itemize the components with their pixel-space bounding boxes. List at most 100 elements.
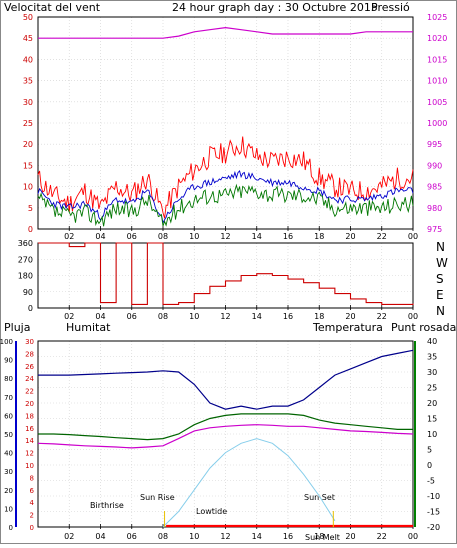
gust-line <box>37 136 414 219</box>
direction-y-tick-label: 270 <box>18 255 33 264</box>
humid-xtick-label: 02 <box>64 532 74 541</box>
temperature-line <box>38 413 413 441</box>
wind-y-tick-label: 5 <box>28 204 33 213</box>
pressure-label: Pressió <box>371 1 410 14</box>
temperature-y-tick-label: 30 <box>427 368 437 377</box>
pressure-y-tick-label: 990 <box>427 161 442 170</box>
rain-label: Pluja <box>4 321 30 334</box>
dir-xtick-label: 18 <box>314 312 324 321</box>
dir-xtick-label: 08 <box>158 312 168 321</box>
humid-xtick-label: 00 <box>408 532 418 541</box>
wind-xtick-label: 02 <box>64 232 74 241</box>
pressure-y-tick-label: 995 <box>427 140 442 149</box>
direction-letter-n-bottom: N <box>436 304 445 318</box>
wind-xtick-label: 14 <box>252 232 262 241</box>
rain-y-tick-label: 30 <box>4 468 13 476</box>
direction-letter-n-top: N <box>436 240 445 254</box>
wind-y-tick-label: 45 <box>23 34 33 43</box>
humidity-y-tick-label: 0 <box>30 524 34 532</box>
dewpoint-label: Punt rosada <box>391 321 456 334</box>
temperature-y-tick-label: 40 <box>427 337 437 346</box>
humidity-y-tick-label: 14 <box>25 437 34 445</box>
pressure-line <box>38 26 413 39</box>
temperature-y-tick-label: -20 <box>427 523 440 532</box>
rain-y-tick-label: 100 <box>0 338 13 346</box>
wind-y-tick-label: 40 <box>23 55 33 64</box>
temperature-y-tick-label: 5 <box>427 446 432 455</box>
humid-xtick-label: 12 <box>220 532 230 541</box>
birthrise-label: Birthrise <box>90 501 124 510</box>
temperature-label: Temperatura <box>312 321 383 334</box>
pressure-y-tick-label: 1025 <box>427 13 447 22</box>
humid-xtick-label: 06 <box>127 532 137 541</box>
wind-xtick-label: 12 <box>220 232 230 241</box>
solar-curve <box>162 438 336 528</box>
direction-letter-e: E <box>436 288 444 302</box>
humidity-y-tick-label: 2 <box>30 512 34 520</box>
humid-xtick-label: 16 <box>283 532 293 541</box>
wind-y-tick-label: 20 <box>23 140 33 149</box>
pressure-y-tick-label: 1020 <box>427 34 447 43</box>
temperature-y-tick-label: -15 <box>427 508 440 517</box>
humidity-y-tick-label: 26 <box>25 363 34 371</box>
temperature-y-tick-label: 10 <box>427 430 437 439</box>
humidity-y-tick-label: 30 <box>25 338 34 346</box>
pressure-y-tick-label: 1005 <box>427 98 447 107</box>
wind-xtick-label: 08 <box>158 232 168 241</box>
humidity-line <box>38 349 414 410</box>
wind-xtick-label: 20 <box>345 232 355 241</box>
lowtide-label: Lowtide <box>196 507 227 516</box>
pressure-y-tick-label: 1015 <box>427 55 447 64</box>
temperature-y-tick-label: 15 <box>427 415 437 424</box>
pressure-y-tick-label: 975 <box>427 225 442 234</box>
direction-letter-w: W <box>436 256 448 270</box>
wind-xtick-label: 16 <box>283 232 293 241</box>
humidity-y-tick-label: 6 <box>30 487 35 495</box>
wind-xtick-label: 00 <box>408 232 418 241</box>
direction-y-tick-label: 0 <box>28 304 33 313</box>
direction-y-tick-label: 180 <box>18 272 33 281</box>
dir-xtick-label: 00 <box>408 312 418 321</box>
wind-direction-line <box>38 242 414 305</box>
rain-y-tick-label: 90 <box>4 357 13 365</box>
graph-title: 24 hour graph day : 30 Octubre 2015 <box>172 1 378 14</box>
direction-y-tick-label: 360 <box>18 239 33 248</box>
temperature-y-tick-label: 35 <box>427 353 437 362</box>
pressure-y-tick-label: 1000 <box>427 119 447 128</box>
wind-min-line <box>37 183 414 227</box>
wind-xtick-label: 06 <box>127 232 137 241</box>
rain-y-tick-label: 80 <box>4 375 13 383</box>
humidity-y-tick-label: 16 <box>25 425 34 433</box>
humidity-y-tick-label: 18 <box>25 412 34 420</box>
dir-xtick-label: 12 <box>220 312 230 321</box>
temperature-y-tick-label: -10 <box>427 492 440 501</box>
humid-xtick-label: 18 <box>314 532 324 541</box>
wind-xtick-label: 04 <box>95 232 105 241</box>
temperature-y-tick-label: 20 <box>427 399 437 408</box>
pressure-y-tick-label: 980 <box>427 204 442 213</box>
direction-y-tick-label: 90 <box>23 288 33 297</box>
dir-xtick-label: 04 <box>95 312 105 321</box>
humidity-y-tick-label: 4 <box>30 499 35 507</box>
rain-y-tick-label: 10 <box>4 505 13 513</box>
dir-xtick-label: 14 <box>252 312 262 321</box>
sun-rise-label: Sun Rise <box>140 493 175 502</box>
dir-xtick-label: 16 <box>283 312 293 321</box>
humid-xtick-label: 20 <box>345 532 355 541</box>
humidity-y-tick-label: 8 <box>30 474 34 482</box>
rain-y-tick-label: 20 <box>4 487 13 495</box>
temperature-y-tick-label: 25 <box>427 384 437 393</box>
humidity-y-tick-label: 28 <box>25 350 34 358</box>
rain-y-tick-label: 40 <box>4 450 13 458</box>
temperature-y-tick-label: 0 <box>427 461 432 470</box>
wind-y-tick-label: 50 <box>23 13 33 22</box>
sun-melt-label: Sun Melt <box>305 533 340 542</box>
wind-xtick-label: 22 <box>377 232 387 241</box>
humid-xtick-label: 08 <box>158 532 168 541</box>
wind-y-tick-label: 30 <box>23 98 33 107</box>
dewpoint-line <box>37 424 414 449</box>
humid-xtick-label: 22 <box>377 532 387 541</box>
